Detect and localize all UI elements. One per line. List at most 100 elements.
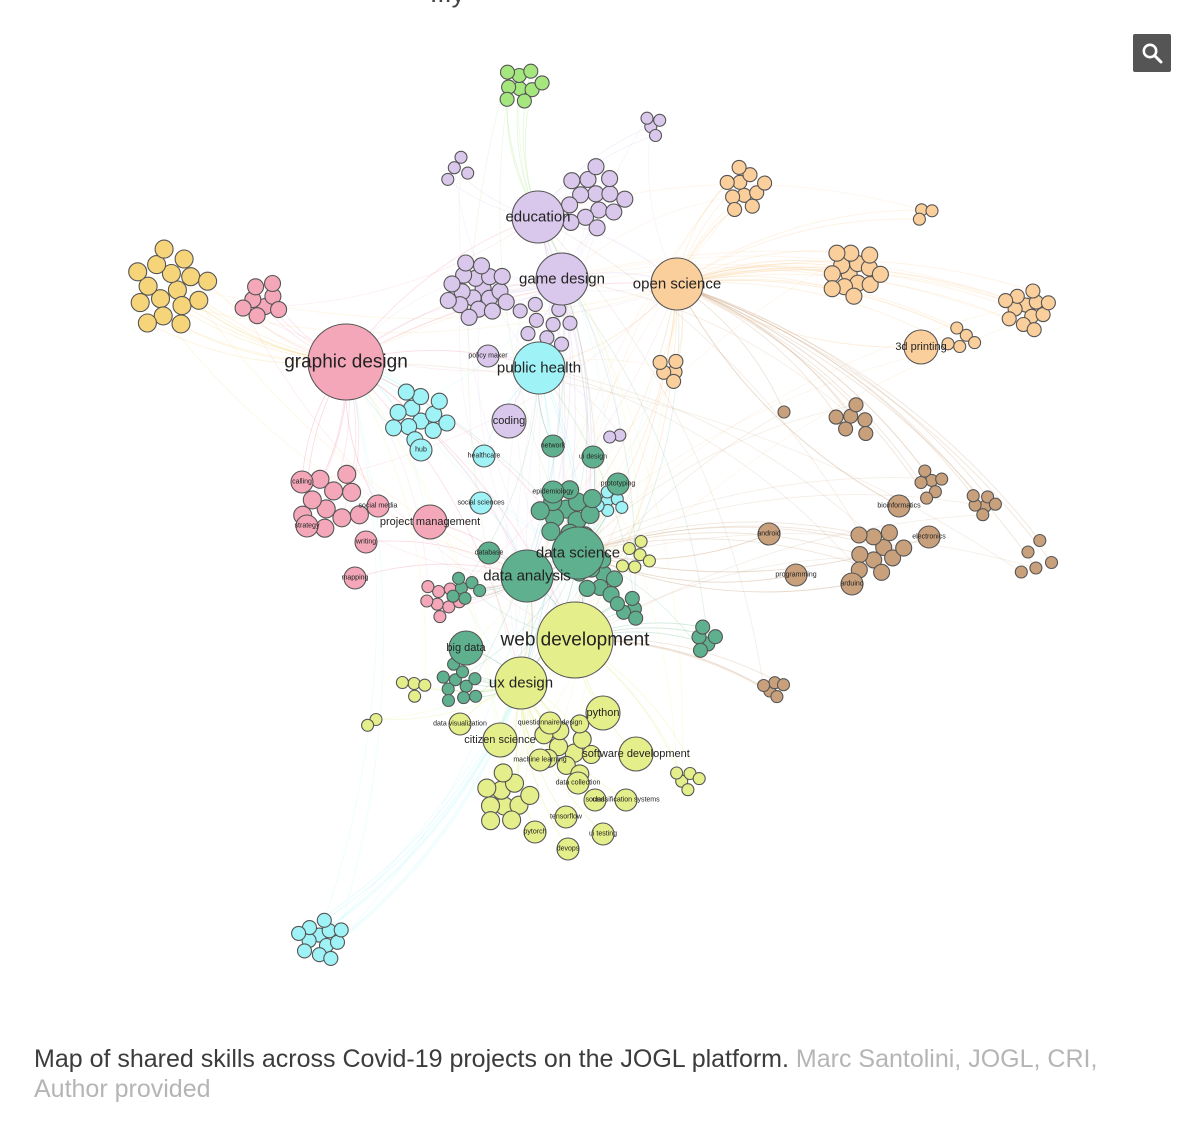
skill-node (950, 321, 964, 335)
edge (561, 278, 602, 766)
skill-node (605, 570, 624, 588)
caption-text: Map of shared skills across Covid-19 pro… (34, 1045, 789, 1073)
node-epidemiology (541, 480, 565, 504)
edge (345, 267, 850, 363)
skill-node (452, 571, 466, 585)
label-open-science: open science (633, 276, 721, 293)
skill-node (323, 950, 339, 966)
label-machine-learning: machine learning (513, 757, 566, 764)
label-writing: writing (355, 539, 376, 546)
node-mapping (343, 566, 367, 590)
edge (676, 283, 922, 348)
skill-node (499, 91, 515, 107)
skill-node (895, 539, 913, 557)
skill-node (424, 421, 442, 439)
skill-node (770, 690, 784, 704)
skill-node (666, 373, 682, 389)
skill-node (493, 267, 511, 285)
label-hub: hub (415, 447, 427, 454)
skill-node (912, 212, 926, 226)
edge (676, 283, 852, 417)
edge (467, 72, 522, 684)
label-electronics: electronics (912, 534, 946, 541)
skill-node (329, 934, 346, 950)
label-game-design: game design (519, 271, 605, 288)
skill-node (420, 594, 434, 608)
edge (676, 218, 920, 285)
skill-node (850, 526, 868, 544)
skill-node (128, 262, 148, 282)
edge (330, 361, 384, 959)
label-tensorflow: tensorflow (550, 814, 583, 821)
skill-node (361, 718, 375, 732)
label-strategy: strategy (295, 523, 320, 530)
zoom-button[interactable] (1133, 34, 1171, 72)
skill-node (570, 714, 590, 734)
label-classification-systems: classification systems (592, 797, 660, 804)
skill-node (605, 203, 623, 221)
skill-node (941, 337, 955, 351)
skill-node (695, 619, 711, 635)
skill-node (181, 267, 201, 287)
label-graphic-design: graphic design (284, 352, 408, 373)
label-database: database (475, 550, 504, 557)
node-citizen-science (482, 722, 518, 758)
edge (137, 271, 678, 320)
skill-node (556, 755, 576, 775)
edge (574, 557, 893, 641)
skill-node (472, 257, 491, 275)
edge (514, 193, 611, 684)
edge (345, 361, 576, 641)
node-data-analysis (500, 549, 554, 603)
skill-node (198, 271, 218, 291)
skill-node (692, 772, 706, 786)
node-public-health (512, 341, 566, 395)
skill-node (652, 354, 668, 370)
skill-node (731, 159, 747, 175)
node-electronics (917, 525, 941, 549)
label-3d-printing: 3d printing (895, 341, 946, 353)
edge (345, 361, 427, 686)
magnifier-icon (1142, 43, 1163, 64)
label-ux-design: ux design (489, 675, 553, 692)
skill-node (469, 689, 483, 703)
skill-node (744, 198, 760, 214)
label-social-media: social media (359, 503, 398, 510)
skill-node (545, 316, 561, 332)
edge (324, 682, 522, 921)
edge (676, 283, 986, 507)
skill-node (438, 414, 456, 432)
skill-node (234, 299, 252, 317)
edge (676, 283, 933, 481)
node-classification-systems (614, 788, 638, 812)
skill-node (172, 296, 192, 316)
skill-node (777, 405, 791, 419)
skills-network-figure: ...y graphic design education game design o… (128, 0, 1171, 966)
network-graph: graphic design education game design open s… (128, 63, 1059, 966)
edge (676, 283, 900, 507)
edge (337, 682, 522, 943)
skill-node (527, 296, 543, 312)
skill-node (640, 111, 654, 125)
skill-node (455, 665, 470, 679)
label-software-development: software development (582, 748, 690, 760)
edge (577, 538, 882, 573)
skill-node (520, 326, 536, 342)
skill-node (653, 113, 667, 127)
skill-node (914, 475, 928, 490)
edge (577, 532, 860, 555)
label-calling: calling (292, 479, 312, 486)
skill-node (642, 554, 656, 568)
edge (461, 367, 540, 589)
edge (318, 361, 378, 936)
node-sound (583, 788, 607, 812)
label-programming: programming (775, 572, 816, 579)
skill-node (1026, 322, 1042, 338)
figure-caption: Map of shared skills across Covid-19 pro… (34, 1044, 1164, 1104)
skill-node (310, 469, 330, 489)
skill-node (588, 219, 606, 237)
skill-node (828, 409, 844, 425)
skill-node (749, 185, 765, 201)
skill-node (130, 293, 150, 313)
label-ui-testing: ui testing (589, 831, 617, 838)
